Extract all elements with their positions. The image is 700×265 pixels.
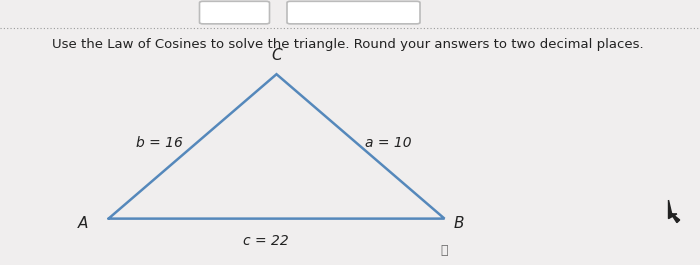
- Text: c = 22: c = 22: [243, 234, 289, 248]
- Text: C: C: [271, 48, 282, 63]
- Text: B: B: [454, 217, 463, 231]
- Text: b = 16: b = 16: [136, 136, 183, 150]
- FancyBboxPatch shape: [287, 1, 420, 24]
- Text: ⓘ: ⓘ: [441, 244, 448, 257]
- FancyBboxPatch shape: [199, 1, 270, 24]
- Text: Use the Law of Cosines to solve the triangle. Round your answers to two decimal : Use the Law of Cosines to solve the tria…: [52, 38, 644, 51]
- Polygon shape: [668, 200, 680, 223]
- Text: A: A: [78, 217, 88, 231]
- Text: a = 10: a = 10: [365, 136, 412, 150]
